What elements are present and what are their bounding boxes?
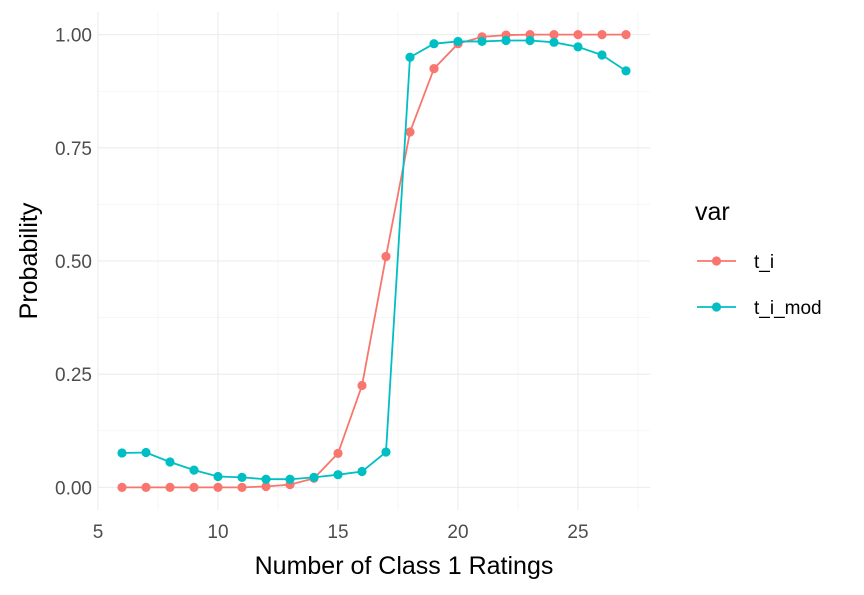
x-axis-tick-labels: 5 10 15 20 25 [93,522,589,543]
data-point-t_i [213,482,223,492]
y-tick-label: 0.50 [55,252,92,273]
x-axis-title: Number of Class 1 Ratings [255,552,554,580]
data-point-t_i_mod [189,465,199,475]
x-tick-label: 25 [567,522,588,543]
data-point-t_i_mod [501,35,511,46]
data-point-t_i [357,380,367,391]
legend-key-point [711,256,722,266]
y-tick-label: 0.00 [55,478,92,499]
legend-label: t_i_mod [754,298,822,319]
data-point-t_i_mod [261,474,271,484]
data-point-t_i_mod [573,42,583,52]
legend: var t_i t_i_mod [695,198,822,319]
data-point-t_i_mod [357,466,367,477]
legend-item-t_i: t_i [697,252,774,273]
data-point-t_i [621,30,631,40]
y-tick-label: 0.25 [55,365,92,386]
data-point-t_i_mod [381,447,391,457]
y-tick-label: 0.75 [55,139,92,160]
data-point-t_i_mod [141,447,151,458]
data-point-t_i_mod [237,472,247,483]
x-tick-label: 5 [93,522,104,543]
data-point-t_i [381,251,391,262]
x-tick-label: 10 [207,522,228,543]
data-point-t_i [165,482,175,492]
data-point-t_i_mod [453,36,463,47]
series-line-t_i [122,33,626,489]
data-point-t_i_mod [405,52,415,62]
y-axis-title: Probability [15,202,43,319]
y-axis-tick-labels: 0.00 0.25 0.50 0.75 1.00 [55,26,92,500]
data-point-t_i [261,481,271,492]
legend-item-t_i_mod: t_i_mod [697,298,822,319]
data-point-t_i_mod [285,474,295,484]
data-point-t_i [189,482,199,492]
legend-key-point [711,302,722,312]
data-point-t_i [237,482,247,492]
grid [97,12,650,510]
data-point-t_i_mod [429,39,439,49]
data-point-t_i [597,30,607,40]
data-point-t_i [141,482,151,492]
series-t_i_mod [117,35,631,484]
data-point-t_i_mod [525,35,535,46]
y-tick-label: 1.00 [55,26,92,47]
legend-label: t_i [754,252,774,273]
data-point-t_i_mod [309,472,319,483]
data-point-t_i [549,30,559,40]
data-point-t_i_mod [597,50,607,60]
data-point-t_i [573,30,583,40]
data-point-t_i [333,448,343,459]
data-point-t_i_mod [165,457,175,467]
series-group [117,30,631,492]
series-t_i [117,30,631,492]
data-point-t_i_mod [549,37,559,47]
legend-title: var [695,198,730,226]
x-tick-label: 20 [447,522,468,543]
data-point-t_i_mod [117,448,127,458]
data-point-t_i_mod [477,36,487,47]
data-point-t_i_mod [213,471,223,482]
series-line-t_i_mod [121,39,627,481]
x-tick-label: 15 [327,522,348,543]
data-point-t_i [405,127,415,137]
data-point-t_i [117,482,127,492]
data-point-t_i_mod [621,66,631,76]
data-point-t_i_mod [333,470,343,480]
data-point-t_i [429,63,439,74]
